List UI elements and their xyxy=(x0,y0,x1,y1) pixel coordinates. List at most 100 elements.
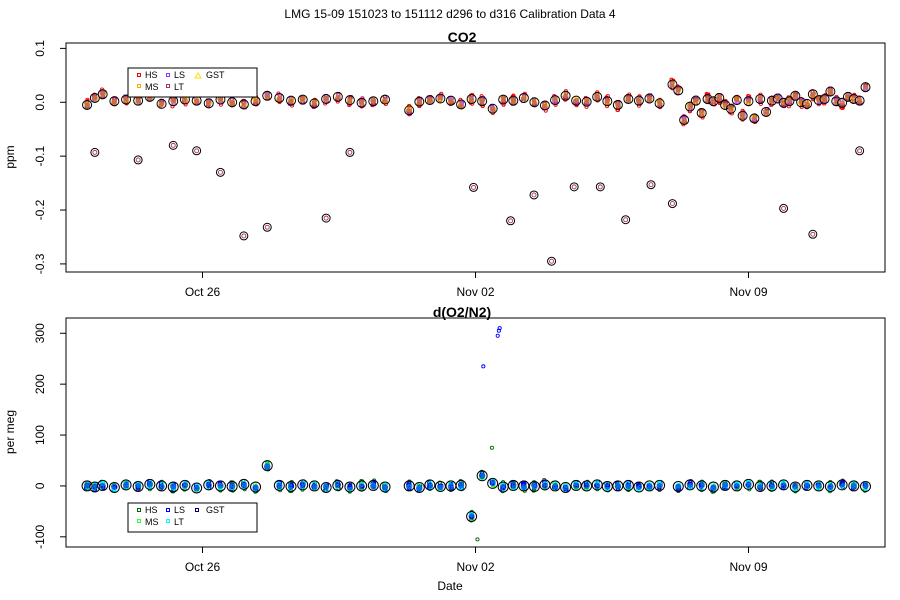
co2-mean-circle xyxy=(654,98,665,109)
co2-point-lt xyxy=(206,99,211,104)
o2n2-point-gst xyxy=(381,484,389,491)
o2n2-point-gst xyxy=(862,482,869,489)
co2-x-tick-label: Nov 09 xyxy=(729,285,767,299)
o2n2-mean-circle xyxy=(507,479,519,491)
o2n2-point-gst xyxy=(437,483,444,491)
o2n2-point-gst xyxy=(468,513,475,520)
co2-point-lt xyxy=(828,91,833,96)
o2n2-point-gst xyxy=(217,482,224,489)
co2-point-gst xyxy=(583,97,590,105)
o2n2-point-gst xyxy=(614,483,622,490)
o2n2-mean-circle xyxy=(238,478,250,490)
co2-point-gst xyxy=(541,102,549,110)
o2n2-outlier-point xyxy=(497,326,502,331)
co2-point-lt xyxy=(407,110,412,115)
co2-point-lt xyxy=(359,100,364,105)
co2-x-tick-label: Nov 02 xyxy=(456,285,494,299)
co2-legend-hs: HS xyxy=(145,70,158,80)
o2n2-mean-circle xyxy=(743,478,754,490)
co2-point-gst xyxy=(797,99,805,106)
o2n2-point-gst xyxy=(625,482,632,490)
co2-y-tick-label: -0.3 xyxy=(33,253,47,274)
co2-point-lt xyxy=(604,100,610,106)
o2n2-point-gst xyxy=(205,481,212,488)
o2n2-mean-circle xyxy=(250,481,262,493)
co2-point-lt xyxy=(839,102,844,108)
o2n2-point-gst xyxy=(457,481,465,489)
o2n2-point-gst xyxy=(489,479,496,487)
co2-point-lt xyxy=(123,95,128,100)
o2n2-point-gst xyxy=(91,483,99,490)
co2-legend-gst-symbol xyxy=(194,72,202,79)
co2-point-gst xyxy=(489,106,496,113)
o2n2-point-gst xyxy=(370,483,377,490)
o2n2-mean-circle xyxy=(144,478,156,490)
o2n2-y-tick-label: 300 xyxy=(33,323,47,343)
co2-point-lt xyxy=(584,97,589,102)
o2n2-mean-circle xyxy=(97,479,109,491)
o2n2-mean-circle xyxy=(731,480,743,492)
co2-point-lt xyxy=(669,83,674,88)
o2n2-mean-circle xyxy=(179,479,191,491)
o2n2-mean-circle xyxy=(308,480,320,492)
co2-point-gst xyxy=(228,99,236,107)
co2-mean-circle xyxy=(262,90,273,101)
co2-point-gst xyxy=(762,109,770,116)
co2-point-lt xyxy=(426,99,432,104)
co2-outlier-circle xyxy=(321,213,331,223)
o2n2-mean-circle xyxy=(696,480,708,492)
o2n2-point-gst xyxy=(264,463,271,470)
o2n2-mean-circle xyxy=(487,477,499,489)
co2-point-lt xyxy=(93,95,98,100)
o2n2-mean-circle xyxy=(754,480,766,492)
co2-mean-circle xyxy=(518,92,529,103)
co2-point-gst xyxy=(334,93,342,100)
o2n2-mean-circle xyxy=(344,481,356,493)
co2-point-lt xyxy=(799,102,804,107)
co2-point-gst xyxy=(520,94,528,102)
co2-point-gst xyxy=(646,96,653,103)
co2-y-tick-label: -0.1 xyxy=(33,145,47,166)
co2-x-axis: Oct 26 Nov 02 Nov 09 xyxy=(185,272,768,299)
co2-outlier-point xyxy=(323,215,329,221)
co2-marks xyxy=(82,77,871,266)
o2n2-point-gst xyxy=(572,482,580,489)
co2-point-gst xyxy=(416,98,423,105)
co2-mean-circle xyxy=(368,96,379,107)
co2-mean-circle xyxy=(623,94,634,105)
co2-outlier-circle xyxy=(215,167,225,177)
o2n2-legend: HS MS LS LT GST xyxy=(127,502,258,533)
co2-mean-circle xyxy=(560,90,571,101)
co2-point-gst xyxy=(311,99,318,106)
o2n2-y-label: per meg xyxy=(3,410,17,454)
co2-legend-lt-symbol xyxy=(166,84,170,88)
co2-point-lt xyxy=(740,115,745,120)
co2-point-lt xyxy=(764,109,769,114)
co2-point-gst xyxy=(478,97,486,105)
o2n2-point-gst xyxy=(170,483,177,490)
o2n2-mean-circle xyxy=(789,481,801,493)
o2n2-mean-circle xyxy=(581,480,593,492)
co2-point-lt xyxy=(692,98,697,103)
o2n2-point-gst xyxy=(299,481,306,488)
co2-point-ls xyxy=(839,98,844,103)
co2-mean-circle xyxy=(737,110,748,121)
co2-mean-circle xyxy=(109,96,120,107)
o2n2-outlier-point xyxy=(475,537,480,542)
co2-point-lt xyxy=(717,95,722,100)
co2-point-lt xyxy=(676,86,681,91)
o2n2-mean-circle xyxy=(455,479,467,491)
co2-outlier-point xyxy=(217,169,223,175)
co2-mean-circle xyxy=(592,91,603,102)
co2-legend-gst: GST xyxy=(206,70,225,80)
o2n2-point-gst xyxy=(322,483,330,490)
o2n2-mean-circle xyxy=(132,480,144,492)
o2n2-y-tick-label: 100 xyxy=(33,425,47,445)
co2-mean-circle xyxy=(414,96,425,107)
o2n2-mean-circle xyxy=(320,481,332,493)
co2-mean-circle xyxy=(321,94,332,105)
co2-outlier-circle xyxy=(239,231,249,241)
o2n2-point-gst xyxy=(334,481,342,488)
co2-mean-circle xyxy=(332,91,343,102)
co2-point-lt xyxy=(469,98,474,103)
